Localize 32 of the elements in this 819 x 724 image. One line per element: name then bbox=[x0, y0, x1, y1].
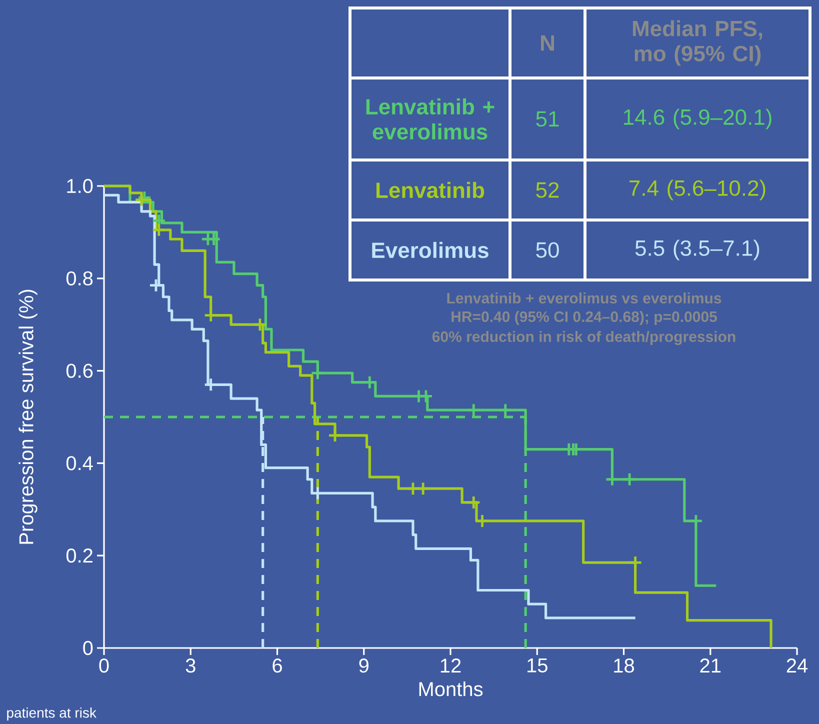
y-tick-label: 0.6 bbox=[66, 364, 93, 378]
y-tick-label: 0.4 bbox=[66, 456, 93, 470]
text: Lenvatinib bbox=[376, 182, 484, 198]
annotation: 7.4 (5.6–10.2) bbox=[630, 180, 766, 200]
annotation: HR=0.40 (95% CI 0.24–0.68); p=0.0005 bbox=[452, 311, 717, 325]
annotation: 5.5 (3.5–7.1) bbox=[635, 240, 760, 260]
x-tick-label: 3 bbox=[186, 658, 196, 673]
text: Lenvatinib + everolimus bbox=[366, 98, 494, 140]
x-tick-label: 0 bbox=[99, 658, 109, 673]
text: 14.6 (5.9–20.1) bbox=[624, 108, 772, 130]
x-tick-label: 9 bbox=[359, 658, 368, 673]
x-tick-label: 18 bbox=[614, 658, 634, 673]
annotation: 50 bbox=[536, 242, 559, 258]
annotation: 52 bbox=[536, 182, 559, 198]
x-tick-label: 24 bbox=[786, 658, 808, 672]
text: patients at risk bbox=[7, 707, 96, 721]
y-axis-title: Progression free survival (%) bbox=[18, 290, 38, 544]
text: N bbox=[541, 35, 554, 51]
x-tick-label: 12 bbox=[440, 658, 461, 672]
x-tick-label: 21 bbox=[700, 658, 721, 672]
x-axis-title: Months bbox=[419, 682, 483, 696]
x-tick-label: 15 bbox=[528, 658, 548, 672]
annotation: 60% reduction in risk of death/progression bbox=[432, 330, 736, 346]
y-tick-label: 0 bbox=[83, 640, 93, 656]
x-tick-label: 6 bbox=[272, 658, 282, 673]
y-tick-label: 0.2 bbox=[66, 548, 92, 563]
text: Everolimus bbox=[372, 242, 488, 258]
text: Median PFS, mo (95% CI) bbox=[632, 20, 762, 66]
annotation: Lenvatinib + everolimus vs everolimus bbox=[447, 292, 722, 304]
y-tick-label: 1.0 bbox=[67, 178, 93, 194]
text: 51 bbox=[536, 111, 559, 127]
y-tick-label: 0.8 bbox=[66, 271, 93, 286]
